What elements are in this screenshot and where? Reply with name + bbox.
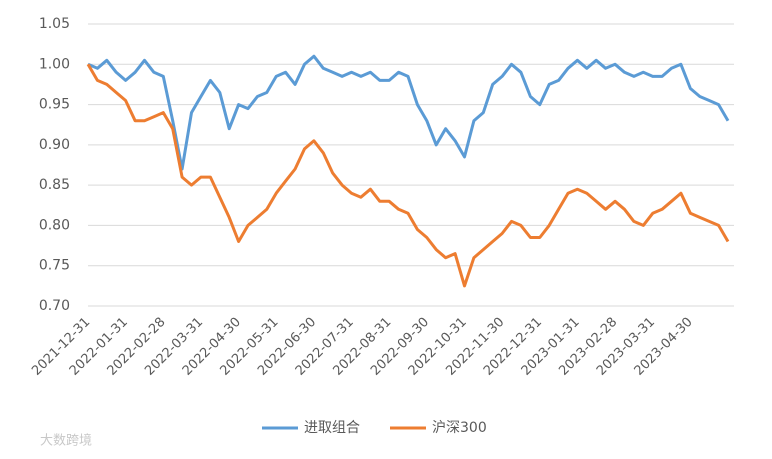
y-tick-label: 0.90	[39, 137, 70, 153]
y-tick-label: 0.85	[39, 177, 70, 193]
line-series	[87, 54, 730, 171]
watermark: 大数跨境	[40, 434, 92, 449]
legend-label: 进取组合	[304, 420, 360, 436]
y-tick-label: 0.70	[39, 298, 70, 314]
y-tick-label: 1.05	[39, 16, 70, 32]
line-series	[86, 63, 730, 288]
y-tick-label: 0.80	[39, 217, 70, 233]
y-tick-label: 0.75	[39, 258, 70, 274]
legend-label: 沪深300	[432, 420, 487, 436]
y-tick-label: 0.95	[39, 97, 70, 113]
y-tick-label: 1.00	[39, 56, 70, 72]
